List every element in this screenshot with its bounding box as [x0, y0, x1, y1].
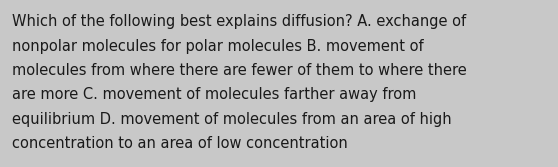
- Text: are more C. movement of molecules farther away from: are more C. movement of molecules farthe…: [12, 88, 416, 103]
- Text: nonpolar molecules for polar molecules B. movement of: nonpolar molecules for polar molecules B…: [12, 39, 424, 53]
- Text: concentration to an area of low concentration: concentration to an area of low concentr…: [12, 136, 348, 151]
- Text: molecules from where there are fewer of them to where there: molecules from where there are fewer of …: [12, 63, 466, 78]
- Text: Which of the following best explains diffusion? A. exchange of: Which of the following best explains dif…: [12, 14, 466, 29]
- Text: equilibrium D. movement of molecules from an area of high: equilibrium D. movement of molecules fro…: [12, 112, 451, 127]
